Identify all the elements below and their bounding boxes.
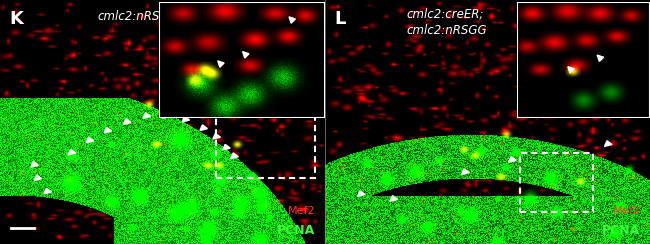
Polygon shape [597,55,604,61]
Text: PCNA: PCNA [602,224,640,237]
Polygon shape [218,61,224,67]
Polygon shape [231,153,239,159]
Polygon shape [568,67,574,73]
Text: K: K [10,10,23,28]
Polygon shape [68,149,76,155]
Text: L: L [335,10,346,28]
Polygon shape [508,157,516,162]
Polygon shape [34,175,42,181]
Bar [159,2,325,118]
Polygon shape [162,113,170,118]
Text: PCNA: PCNA [277,224,315,237]
Polygon shape [358,191,365,196]
Polygon shape [242,52,249,58]
Polygon shape [143,113,151,118]
Polygon shape [31,162,38,167]
Text: Mef2: Mef2 [612,206,640,216]
Text: cmlc2:nRSGG: cmlc2:nRSGG [98,10,178,23]
Polygon shape [614,105,622,111]
Text: Mef2: Mef2 [287,206,315,216]
Bar [216,112,315,178]
Bar [520,152,593,212]
Bar [517,2,650,118]
Polygon shape [213,133,220,139]
Polygon shape [222,144,230,150]
Polygon shape [182,116,190,122]
Polygon shape [86,137,94,143]
Polygon shape [124,119,131,124]
Polygon shape [104,127,112,133]
Text: cmlc2:creER;
cmlc2:nRSGG: cmlc2:creER; cmlc2:nRSGG [406,7,487,37]
Polygon shape [604,141,612,146]
Polygon shape [390,196,398,201]
Polygon shape [462,169,469,174]
Polygon shape [289,17,295,23]
Polygon shape [44,188,51,194]
Polygon shape [200,125,207,131]
